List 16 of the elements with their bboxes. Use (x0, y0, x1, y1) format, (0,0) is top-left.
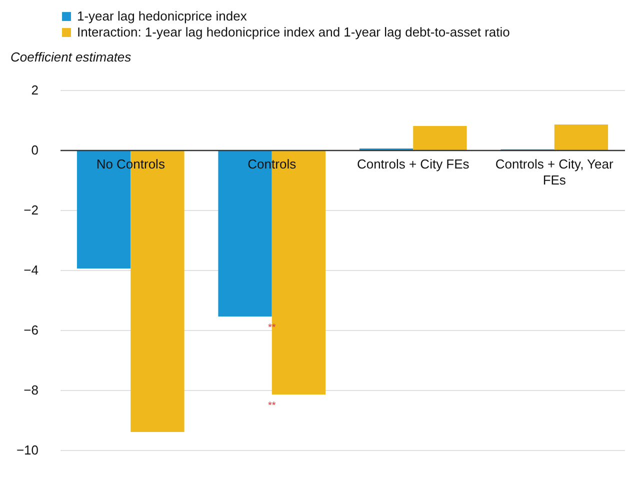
y-tick-label: −6 (24, 322, 38, 338)
y-tick-label: −10 (16, 442, 38, 458)
y-tick-label: −2 (24, 202, 38, 218)
bar (554, 124, 608, 150)
legend-label: 1-year lag hedonicprice index (77, 8, 248, 24)
annotation: ** (268, 322, 276, 334)
x-tick-label: Controls + City, Year FEs (495, 156, 614, 188)
annotation: ** (268, 400, 276, 412)
y-axis-title: Coefficient estimates (10, 50, 132, 64)
bar (413, 126, 467, 150)
legend-label: Interaction: 1-year lag hedonicprice index and 1-year lag debt-to-asset ratio (77, 24, 510, 40)
y-tick-label: −8 (24, 382, 38, 398)
y-tick-label: 2 (31, 82, 38, 98)
x-tick-label: Controls + City FEs (356, 156, 470, 172)
y-tick-label: 0 (31, 142, 38, 158)
y-tick-label: −4 (24, 262, 38, 278)
